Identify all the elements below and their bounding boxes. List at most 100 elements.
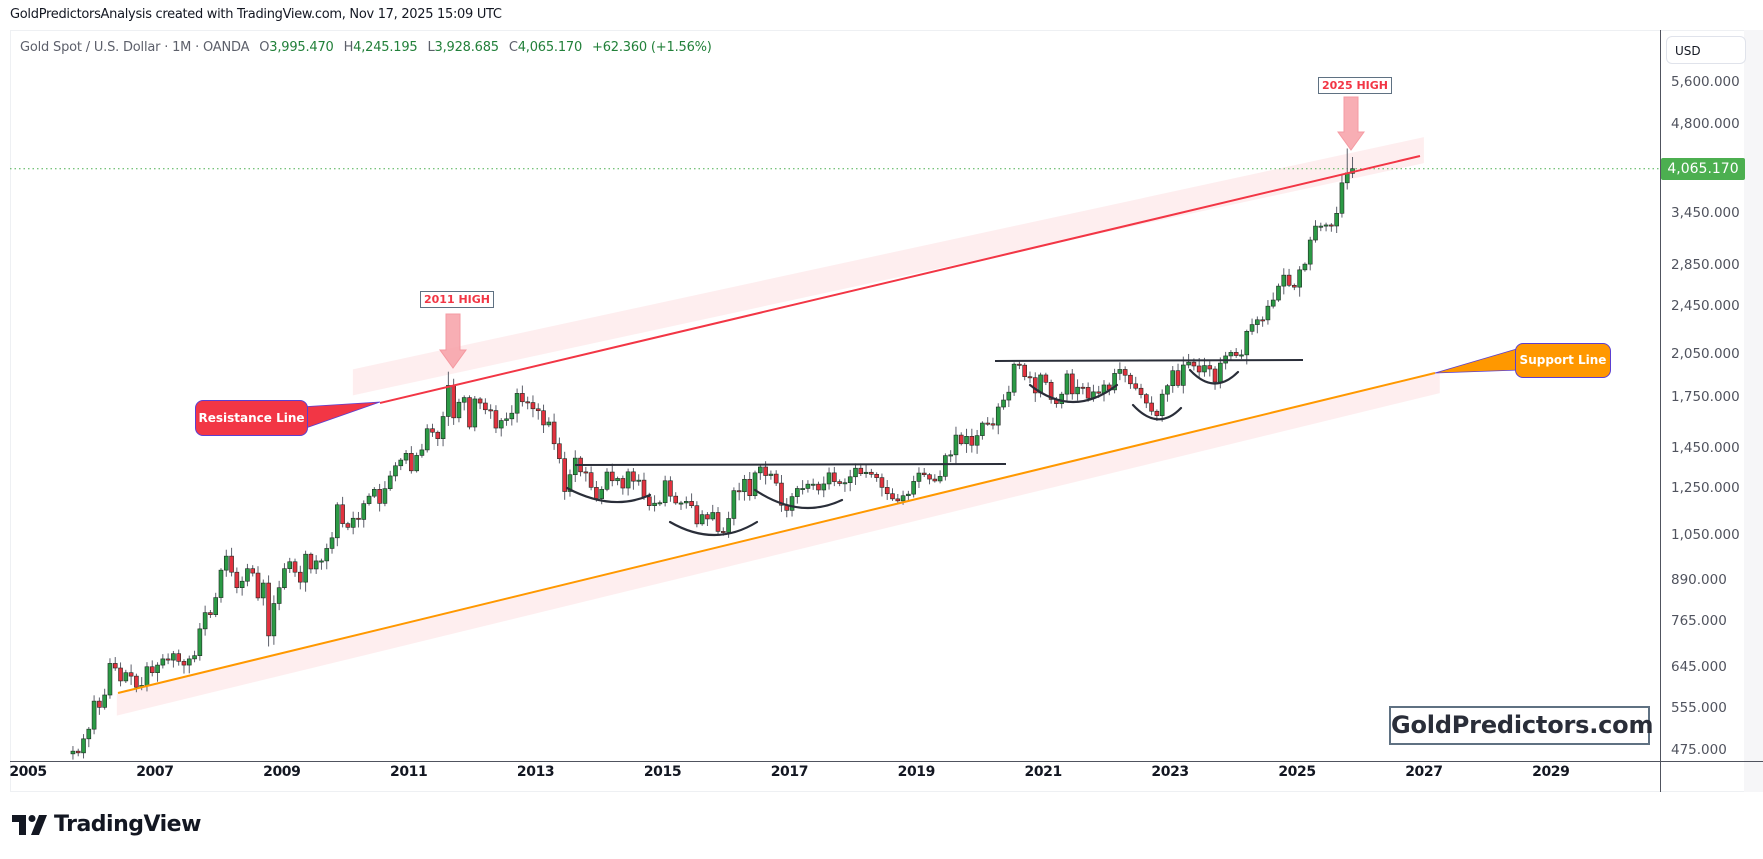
candle-down bbox=[588, 472, 594, 488]
candle-up bbox=[192, 655, 197, 660]
candle-up bbox=[842, 482, 848, 485]
candle-up bbox=[361, 503, 367, 520]
candle-up bbox=[1249, 324, 1255, 332]
candle-up bbox=[657, 502, 663, 505]
candle-up bbox=[1302, 263, 1308, 271]
candle-down bbox=[715, 512, 721, 532]
resistance-line-callout[interactable]: Resistance Line bbox=[195, 400, 308, 436]
year-tick-label: 2017 bbox=[770, 764, 809, 780]
candle-up bbox=[847, 476, 853, 483]
candle-up bbox=[1059, 393, 1065, 404]
label-2011-high[interactable]: 2011 HIGH bbox=[420, 291, 494, 308]
candle-down bbox=[75, 750, 81, 754]
candle-up bbox=[937, 476, 943, 482]
candle-up bbox=[282, 568, 287, 589]
candle-down bbox=[1144, 394, 1149, 404]
candle-up bbox=[382, 488, 388, 504]
price-tick-label: 890.000 bbox=[1671, 571, 1727, 588]
candle-up bbox=[1334, 213, 1339, 227]
candle-up bbox=[1297, 269, 1302, 288]
price-tick-label: 475.000 bbox=[1671, 741, 1727, 758]
cup-arc-annotation bbox=[753, 488, 844, 510]
candle-up bbox=[800, 488, 805, 490]
candle-up bbox=[572, 457, 578, 476]
candle-down bbox=[483, 402, 488, 411]
candle-down bbox=[736, 490, 742, 493]
year-tick-label: 2027 bbox=[1405, 764, 1443, 780]
candle-up bbox=[948, 454, 953, 457]
candle-up bbox=[171, 653, 176, 661]
price-tick-label: 2,050.000 bbox=[1671, 346, 1740, 363]
candle-up bbox=[678, 502, 684, 505]
symbol-title[interactable]: Gold Spot / U.S. Dollar · 1M · OANDA bbox=[20, 40, 250, 55]
candle-up bbox=[387, 475, 393, 489]
price-tick-label: 2,450.000 bbox=[1671, 297, 1740, 314]
candle-down bbox=[340, 504, 345, 524]
candle-up bbox=[1075, 386, 1080, 395]
candle-up bbox=[1011, 363, 1017, 393]
candle-down bbox=[266, 582, 271, 637]
candle-up bbox=[853, 467, 858, 478]
candle-up bbox=[742, 478, 747, 493]
tradingview-logo[interactable]: TradingView bbox=[12, 812, 201, 837]
candle-down bbox=[1233, 352, 1239, 356]
candle-down bbox=[541, 410, 546, 426]
candle-down bbox=[721, 531, 726, 533]
label-2025-high[interactable]: 2025 HIGH bbox=[1318, 77, 1392, 94]
candle-up bbox=[218, 569, 224, 598]
candle-down bbox=[149, 666, 155, 673]
candle-down bbox=[1175, 370, 1181, 386]
candle-down bbox=[435, 431, 441, 439]
candle-down bbox=[689, 501, 694, 506]
candle-up bbox=[980, 422, 985, 436]
year-tick-label: 2019 bbox=[897, 764, 936, 780]
candle-up bbox=[498, 420, 504, 429]
candle-down bbox=[377, 489, 382, 504]
candle-up bbox=[768, 473, 774, 476]
candle-down bbox=[1027, 376, 1033, 379]
candle-up bbox=[144, 666, 150, 686]
candle-up bbox=[1112, 373, 1117, 391]
candle-down bbox=[646, 496, 652, 506]
price-tick-label: 1,050.000 bbox=[1671, 527, 1740, 544]
year-tick-label: 2005 bbox=[9, 764, 47, 780]
candle-down bbox=[112, 663, 118, 669]
candle-down bbox=[467, 397, 472, 428]
candle-up bbox=[599, 489, 604, 499]
candle-down bbox=[583, 471, 589, 474]
candle-up bbox=[1265, 305, 1271, 321]
candle-up bbox=[440, 416, 446, 439]
candle-up bbox=[546, 421, 552, 426]
candle-up bbox=[414, 455, 419, 472]
currency-button[interactable]: USD bbox=[1666, 36, 1746, 64]
candle-down bbox=[837, 481, 842, 484]
candle-up bbox=[810, 483, 816, 486]
candle-up bbox=[324, 548, 330, 562]
candle-down bbox=[1196, 365, 1202, 373]
cup-arc-annotation bbox=[1188, 368, 1240, 385]
candle-up bbox=[419, 449, 425, 456]
candle-up bbox=[964, 436, 969, 445]
candle-up bbox=[509, 412, 515, 420]
price-tick-label: 4,800.000 bbox=[1671, 115, 1740, 132]
candle-up bbox=[1270, 299, 1276, 307]
price-axis-edge bbox=[1744, 30, 1763, 792]
candle-up bbox=[446, 385, 451, 417]
candle-up bbox=[1244, 330, 1250, 356]
year-tick-label: 2015 bbox=[643, 764, 682, 780]
price-tick-label: 2,850.000 bbox=[1671, 256, 1740, 273]
candle-up bbox=[160, 658, 166, 666]
candle-down bbox=[958, 434, 964, 445]
candle-up bbox=[197, 628, 203, 656]
candle-down bbox=[1292, 284, 1297, 288]
support-line-callout[interactable]: Support Line bbox=[1515, 343, 1611, 378]
candle-down bbox=[869, 471, 874, 475]
candle-down bbox=[1085, 387, 1091, 399]
candle-down bbox=[181, 661, 187, 666]
candle-up bbox=[276, 587, 282, 604]
candle-up bbox=[789, 496, 795, 511]
candle-up bbox=[366, 495, 372, 504]
candle-down bbox=[1128, 374, 1133, 385]
candle-down bbox=[832, 472, 837, 482]
